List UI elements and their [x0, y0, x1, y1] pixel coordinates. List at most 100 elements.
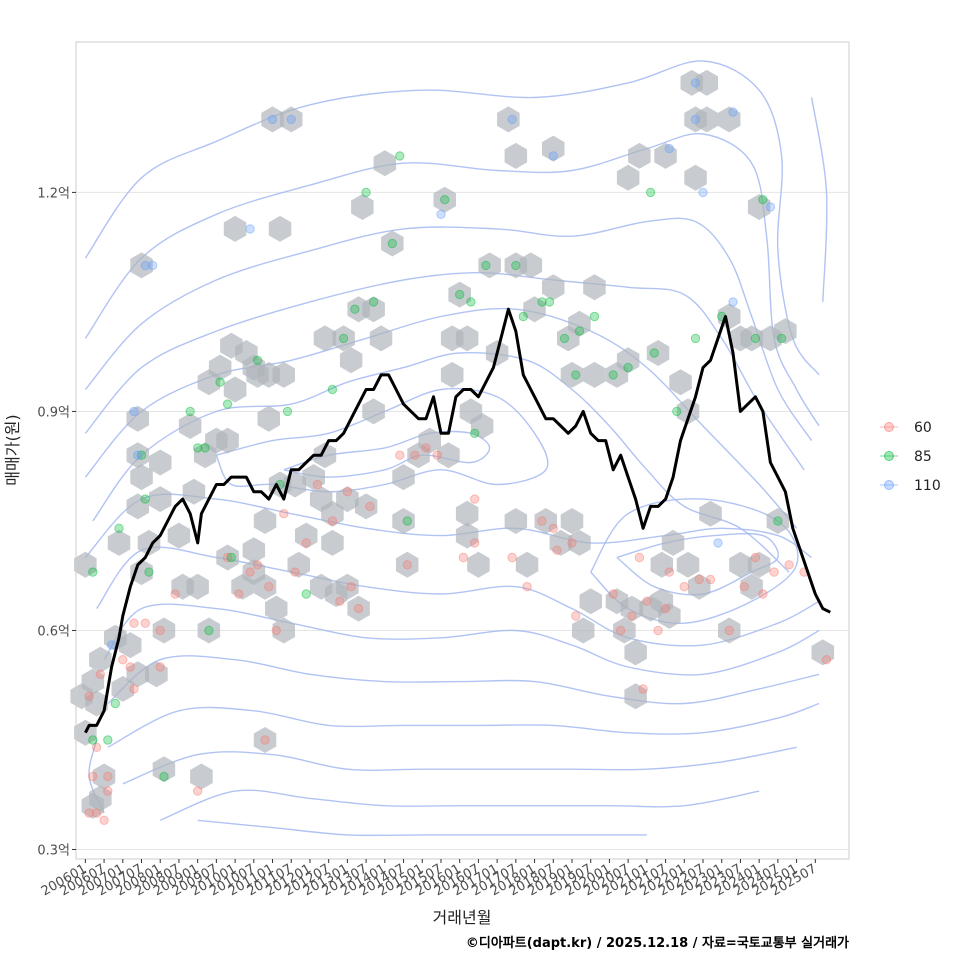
point-60-66 — [769, 567, 779, 577]
point-85-74 — [114, 523, 124, 533]
point-60-42 — [470, 494, 480, 504]
point-60-28 — [312, 479, 323, 490]
hexbin-87 — [470, 413, 494, 439]
hexbin-156 — [351, 194, 374, 220]
point-110-132 — [664, 143, 674, 154]
hexbin-123 — [650, 551, 674, 578]
point-60-10 — [125, 662, 136, 672]
point-110-125 — [148, 260, 158, 271]
hexbin-65 — [336, 573, 359, 600]
density-contour-13 — [107, 655, 820, 705]
hexbin-126 — [676, 551, 700, 578]
point-60-16 — [170, 589, 180, 599]
point-60-8 — [103, 771, 113, 782]
hexbin-142 — [628, 142, 651, 169]
point-110-123 — [133, 450, 143, 460]
legend: 60 85 110 — [880, 420, 941, 494]
point-85-111 — [649, 348, 659, 358]
point-60-63 — [739, 582, 749, 592]
hexbin-84 — [455, 522, 479, 549]
hexbin-12 — [119, 632, 142, 659]
point-85-109 — [608, 370, 618, 380]
hexbin-83 — [455, 500, 479, 527]
hexbin-140 — [654, 142, 677, 169]
hexbin-108 — [504, 508, 528, 534]
point-85-73 — [110, 698, 121, 709]
hexbin-19 — [137, 529, 161, 556]
density-contour-19 — [810, 97, 828, 302]
density-contour-2 — [84, 217, 813, 441]
hexbin-100 — [583, 274, 606, 301]
hexbin-14 — [126, 405, 149, 432]
density-contour-5 — [92, 352, 790, 573]
point-85-96 — [387, 238, 397, 249]
hexbin-117 — [613, 617, 636, 644]
point-85-84 — [204, 625, 214, 636]
hexbin-91 — [448, 281, 471, 308]
point-60-29 — [327, 516, 338, 526]
point-60-43 — [507, 552, 517, 563]
point-85-112 — [690, 333, 701, 344]
point-85-120 — [773, 516, 783, 526]
hexbin-141 — [616, 164, 640, 191]
point-110-128 — [267, 114, 278, 125]
hexbin-136 — [695, 69, 718, 96]
hexbin-22 — [145, 661, 168, 688]
density-contour-7 — [283, 430, 491, 478]
point-85-121 — [672, 406, 682, 417]
hexbin-152 — [497, 106, 520, 133]
hexbin-74 — [339, 347, 363, 374]
hexbin-115 — [572, 617, 595, 644]
point-60-50 — [608, 589, 618, 599]
hexbin-29 — [182, 478, 206, 505]
point-85-90 — [327, 384, 338, 395]
hexbin-122 — [658, 602, 681, 629]
point-85-97 — [440, 195, 450, 205]
hexbin-24 — [152, 756, 176, 783]
point-60-14 — [155, 662, 165, 672]
hexbin-67 — [313, 442, 337, 469]
hexbin-15 — [126, 442, 149, 469]
point-60-49 — [571, 611, 581, 621]
point-60-39 — [402, 560, 412, 570]
hexbin-104 — [616, 347, 640, 374]
point-85-70 — [88, 567, 98, 577]
point-60-27 — [301, 538, 311, 548]
hexbin-111 — [549, 529, 572, 556]
point-60-51 — [616, 625, 626, 636]
hexbin-99 — [568, 310, 591, 337]
hexbin-69 — [313, 325, 337, 352]
source-caption: ©디아파트(dapt.kr) / 2025.12.18 / 자료=국토교통부 실… — [466, 935, 849, 951]
hexbin-4 — [89, 646, 112, 673]
point-85-79 — [185, 406, 195, 417]
hexbin-130 — [729, 551, 752, 578]
point-85-119 — [402, 516, 412, 526]
density-contour-12 — [103, 603, 820, 676]
hexbin-155 — [373, 150, 397, 177]
point-60-54 — [642, 596, 652, 606]
hexbin-21 — [149, 486, 172, 513]
point-60-60 — [694, 574, 704, 585]
density-contour-16 — [159, 789, 760, 821]
point-85-72 — [103, 735, 113, 745]
point-60-30 — [335, 596, 345, 606]
hexbin-128 — [699, 500, 722, 527]
point-60-22 — [264, 582, 274, 592]
scatter-points — [84, 78, 832, 825]
point-110-136 — [728, 107, 738, 117]
hexbin-layer — [70, 69, 835, 819]
hexbin-134 — [811, 639, 835, 666]
legend-item-110: 110 — [880, 478, 941, 494]
hexbin-8 — [92, 763, 116, 790]
point-60-12 — [140, 618, 151, 628]
hexbin-53 — [272, 361, 295, 388]
hexbin-25 — [130, 252, 153, 279]
hexbin-43 — [216, 544, 239, 571]
hexbin-16 — [130, 464, 153, 491]
point-60-58 — [638, 684, 648, 694]
hexbin-46 — [253, 508, 277, 534]
point-110-140 — [436, 209, 446, 220]
point-60-46 — [548, 523, 558, 533]
point-85-118 — [470, 428, 480, 438]
hexbin-17 — [126, 493, 149, 520]
